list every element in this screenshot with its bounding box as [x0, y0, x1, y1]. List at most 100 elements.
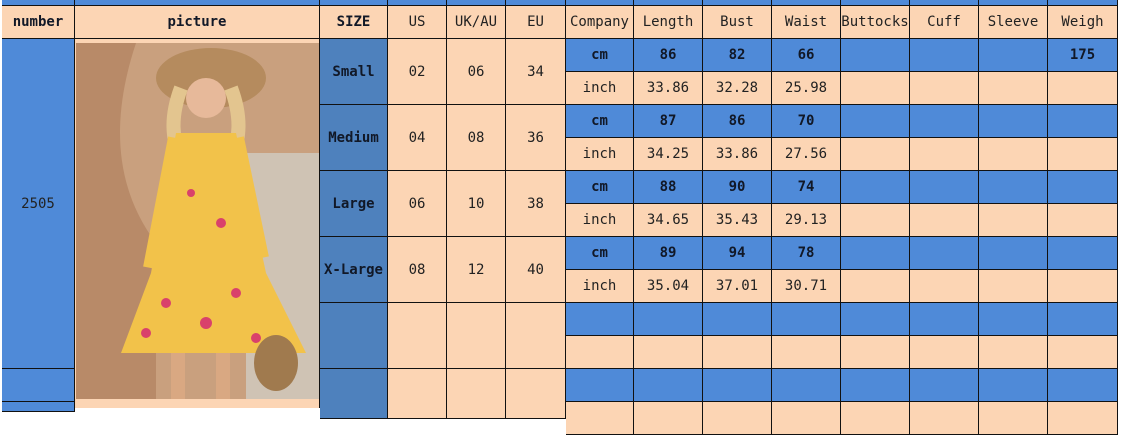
empty-cell[interactable] — [841, 204, 910, 237]
us-size-cell[interactable]: 02 — [388, 39, 447, 105]
bust-inch-cell[interactable]: 33.86 — [703, 138, 772, 171]
empty-cell[interactable] — [2, 402, 75, 412]
empty-cell[interactable] — [1048, 402, 1118, 435]
empty-cell[interactable] — [634, 336, 703, 369]
empty-cell[interactable] — [841, 270, 910, 303]
bust-cm-cell[interactable]: 82 — [703, 39, 772, 72]
top-strip-cell[interactable] — [772, 0, 841, 6]
empty-cell[interactable] — [979, 39, 1048, 72]
empty-cell[interactable] — [979, 204, 1048, 237]
empty-cell[interactable] — [1048, 336, 1118, 369]
empty-cell[interactable] — [910, 270, 979, 303]
empty-cell[interactable] — [447, 369, 506, 419]
eu-size-cell[interactable]: 36 — [506, 105, 566, 171]
top-strip-cell[interactable] — [910, 0, 979, 6]
uk-size-cell[interactable]: 10 — [447, 171, 506, 237]
empty-cell[interactable] — [703, 402, 772, 435]
empty-cell[interactable] — [772, 303, 841, 336]
empty-cell[interactable] — [1048, 303, 1118, 336]
empty-cell[interactable] — [841, 105, 910, 138]
empty-cell[interactable] — [634, 402, 703, 435]
cm-unit-cell[interactable]: cm — [566, 105, 634, 138]
empty-cell[interactable] — [566, 336, 634, 369]
waist-inch-cell[interactable]: 29.13 — [772, 204, 841, 237]
uk-size-cell[interactable]: 12 — [447, 237, 506, 303]
size-name-cell[interactable]: Large — [320, 171, 388, 237]
length-inch-cell[interactable]: 34.65 — [634, 204, 703, 237]
waist-inch-cell[interactable]: 27.56 — [772, 138, 841, 171]
empty-cell[interactable] — [979, 105, 1048, 138]
empty-cell[interactable] — [388, 303, 447, 369]
empty-cell[interactable] — [1048, 270, 1118, 303]
length-cm-cell[interactable]: 86 — [634, 39, 703, 72]
empty-cell[interactable] — [841, 369, 910, 402]
empty-cell[interactable] — [566, 402, 634, 435]
top-strip-cell[interactable] — [320, 0, 388, 6]
top-strip-cell[interactable] — [1048, 0, 1118, 6]
empty-cell[interactable] — [506, 369, 566, 419]
empty-cell[interactable] — [772, 369, 841, 402]
top-strip-cell[interactable] — [388, 0, 447, 6]
empty-cell[interactable] — [1048, 72, 1118, 105]
empty-cell[interactable] — [979, 171, 1048, 204]
top-strip-cell[interactable] — [841, 0, 910, 6]
length-inch-cell[interactable]: 33.86 — [634, 72, 703, 105]
empty-cell[interactable] — [566, 303, 634, 336]
empty-cell[interactable] — [979, 336, 1048, 369]
eu-size-cell[interactable]: 34 — [506, 39, 566, 105]
empty-cell[interactable] — [841, 402, 910, 435]
empty-cell[interactable] — [841, 336, 910, 369]
empty-cell[interactable] — [772, 336, 841, 369]
empty-cell[interactable] — [634, 369, 703, 402]
inch-unit-cell[interactable]: inch — [566, 204, 634, 237]
us-size-cell[interactable]: 08 — [388, 237, 447, 303]
waist-cm-cell[interactable]: 74 — [772, 171, 841, 204]
empty-cell[interactable] — [320, 303, 388, 369]
empty-cell[interactable] — [1048, 105, 1118, 138]
weigh-cm-cell[interactable]: 175 — [1048, 39, 1118, 72]
cm-unit-cell[interactable]: cm — [566, 237, 634, 270]
empty-cell[interactable] — [910, 336, 979, 369]
empty-cell[interactable] — [320, 369, 388, 419]
top-strip-cell[interactable] — [447, 0, 506, 6]
top-strip-cell[interactable] — [703, 0, 772, 6]
empty-cell[interactable] — [1048, 204, 1118, 237]
length-inch-cell[interactable]: 35.04 — [634, 270, 703, 303]
empty-cell[interactable] — [910, 105, 979, 138]
empty-cell[interactable] — [910, 138, 979, 171]
empty-cell[interactable] — [1048, 369, 1118, 402]
empty-cell[interactable] — [910, 171, 979, 204]
empty-cell[interactable] — [910, 72, 979, 105]
empty-cell[interactable] — [910, 303, 979, 336]
empty-cell[interactable] — [703, 336, 772, 369]
empty-cell[interactable] — [447, 303, 506, 369]
empty-cell[interactable] — [979, 303, 1048, 336]
top-strip-cell[interactable] — [75, 0, 320, 6]
eu-size-cell[interactable]: 40 — [506, 237, 566, 303]
empty-cell[interactable] — [703, 369, 772, 402]
empty-cell[interactable] — [910, 39, 979, 72]
empty-cell[interactable] — [703, 303, 772, 336]
waist-cm-cell[interactable]: 66 — [772, 39, 841, 72]
empty-cell[interactable] — [910, 237, 979, 270]
length-inch-cell[interactable]: 34.25 — [634, 138, 703, 171]
top-strip-cell[interactable] — [979, 0, 1048, 6]
inch-unit-cell[interactable]: inch — [566, 270, 634, 303]
empty-cell[interactable] — [979, 72, 1048, 105]
bust-inch-cell[interactable]: 35.43 — [703, 204, 772, 237]
empty-cell[interactable] — [772, 402, 841, 435]
length-cm-cell[interactable]: 89 — [634, 237, 703, 270]
size-name-cell[interactable]: Small — [320, 39, 388, 105]
waist-cm-cell[interactable]: 78 — [772, 237, 841, 270]
cm-unit-cell[interactable]: cm — [566, 171, 634, 204]
cm-unit-cell[interactable]: cm — [566, 39, 634, 72]
empty-cell[interactable] — [841, 72, 910, 105]
waist-inch-cell[interactable]: 25.98 — [772, 72, 841, 105]
bust-cm-cell[interactable]: 90 — [703, 171, 772, 204]
waist-cm-cell[interactable]: 70 — [772, 105, 841, 138]
us-size-cell[interactable]: 06 — [388, 171, 447, 237]
empty-cell[interactable] — [506, 303, 566, 369]
empty-cell[interactable] — [910, 402, 979, 435]
waist-inch-cell[interactable]: 30.71 — [772, 270, 841, 303]
bust-inch-cell[interactable]: 37.01 — [703, 270, 772, 303]
